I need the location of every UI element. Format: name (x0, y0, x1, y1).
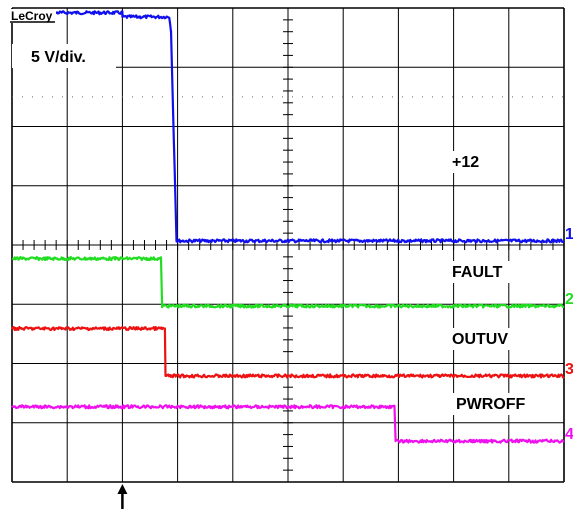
trigger-arrow-head (117, 484, 127, 494)
trace-label-outuv: OUTUV (452, 331, 508, 348)
channel-number-4: 4 (565, 426, 573, 443)
trace-label-pwroff: PWROFF (456, 396, 526, 413)
trace-label-fault: FAULT (452, 264, 503, 281)
trace-labels: +12 1 FAULT 2 OUTUV 3 PWROFF 4 (448, 151, 573, 443)
channel-number-3: 3 (565, 361, 573, 378)
channel-number-2: 2 (565, 291, 573, 308)
scale-label: 5 V/div. (31, 49, 86, 66)
channel-number-1: 1 (565, 226, 573, 243)
trigger-arrow-icon (117, 484, 127, 509)
brand-logo: LeCroy (11, 9, 53, 23)
trace-label-12: +12 (452, 154, 479, 171)
